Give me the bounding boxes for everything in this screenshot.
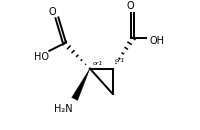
Text: HO: HO [34, 52, 49, 62]
Text: O: O [127, 1, 134, 11]
Polygon shape [72, 69, 90, 100]
Text: OH: OH [149, 36, 164, 46]
Text: H₂N: H₂N [54, 104, 73, 114]
Text: O: O [48, 6, 56, 17]
Text: or1: or1 [92, 61, 103, 66]
Text: or1: or1 [115, 58, 126, 63]
